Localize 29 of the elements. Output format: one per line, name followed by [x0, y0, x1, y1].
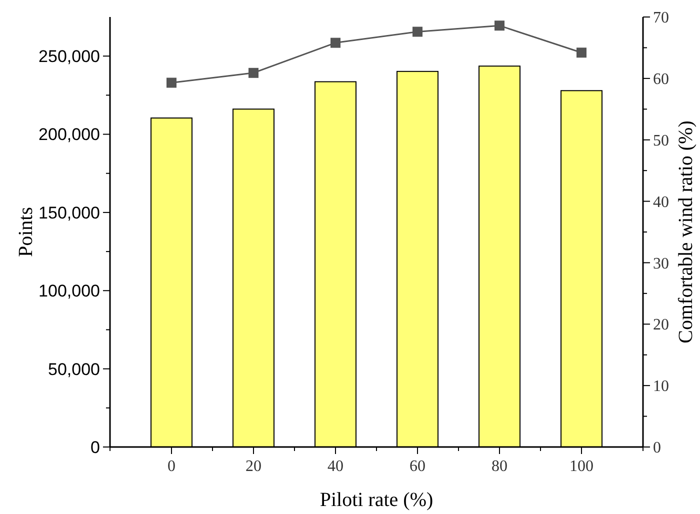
y-tick-label: 100,000: [38, 282, 100, 301]
y2-tick-label: 30: [653, 255, 669, 272]
point: [576, 48, 586, 58]
x-tick-label: 20: [246, 458, 262, 475]
y2-tick-label: 70: [653, 10, 669, 27]
x-tick-label: 60: [410, 458, 426, 475]
point: [412, 26, 422, 37]
y2-tick-label: 10: [653, 378, 669, 396]
y2-tick-label: 50: [653, 132, 669, 150]
point: [166, 78, 176, 88]
point: [494, 20, 504, 31]
y-axis-title: Points: [15, 206, 37, 258]
y-tick-label: 0: [90, 438, 100, 457]
y2-tick-label: 20: [653, 316, 669, 334]
y2-tick-label: 40: [653, 194, 669, 211]
x-axis-title: Piloti rate (%): [320, 489, 434, 511]
point: [248, 68, 258, 78]
x-tick-label: 100: [570, 458, 594, 475]
y-tick-label: 50,000: [48, 360, 100, 379]
y2-tick-label: 60: [653, 71, 669, 88]
y-tick-label: 150,000: [38, 203, 100, 222]
point: [330, 38, 340, 48]
x-tick-label: 0: [168, 458, 176, 475]
y-tick-label: 200,000: [38, 125, 100, 144]
y-tick-label: 250,000: [38, 47, 100, 66]
y2-tick-label: 0: [653, 440, 661, 457]
x-tick-label: 40: [328, 458, 344, 475]
y2-axis-title: Comfortable wind ratio (%): [675, 120, 697, 344]
x-tick-label: 80: [492, 458, 508, 475]
